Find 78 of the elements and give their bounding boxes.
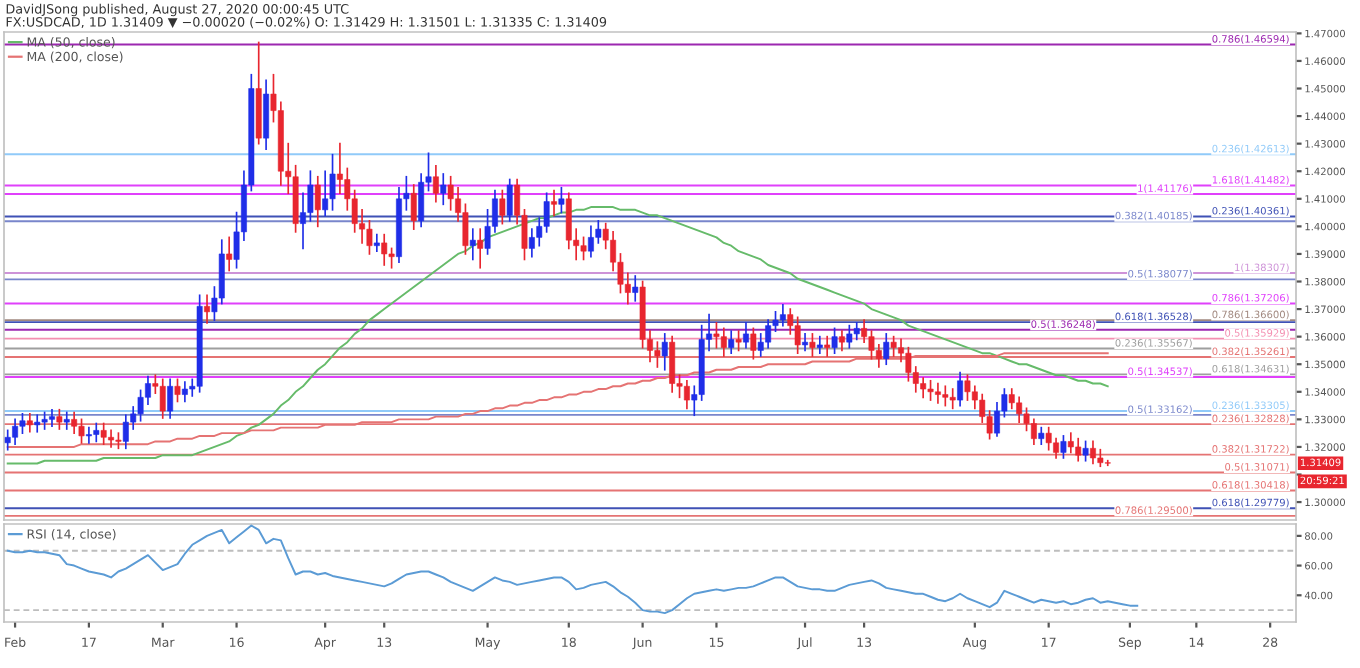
candlestick <box>71 411 78 434</box>
candlestick <box>469 228 476 261</box>
candlestick <box>322 170 329 217</box>
candlestick <box>683 379 690 410</box>
candlestick <box>720 327 727 357</box>
candlestick <box>174 378 181 403</box>
candlestick <box>108 429 114 448</box>
candlestick <box>861 319 868 344</box>
candlestick <box>1075 437 1082 462</box>
candlestick <box>957 371 964 407</box>
candlestick <box>846 324 853 349</box>
candlestick <box>1082 440 1089 462</box>
candlestick <box>381 233 388 266</box>
candlestick <box>181 381 188 403</box>
candlestick <box>661 333 668 371</box>
candlestick <box>477 228 484 269</box>
candlestick <box>669 335 676 393</box>
candlestick <box>1045 426 1052 451</box>
candlestick <box>167 378 174 419</box>
candlestick <box>26 413 33 433</box>
candlestick <box>373 233 380 253</box>
candlestick <box>558 186 565 214</box>
candlestick <box>226 236 233 272</box>
candlestick <box>551 189 557 217</box>
candlestick <box>779 304 786 327</box>
candlestick <box>809 333 816 357</box>
candlestick <box>1060 435 1067 459</box>
candlestick <box>122 414 129 450</box>
candlestick <box>831 327 838 355</box>
candlestick <box>883 333 890 366</box>
candlestick <box>875 344 882 368</box>
candlestick <box>49 408 55 428</box>
candlestick <box>816 335 823 355</box>
candlestick <box>743 322 749 349</box>
candlestick <box>890 335 897 357</box>
candlestick <box>93 422 100 443</box>
candlestick <box>964 374 971 401</box>
candlestick <box>942 385 949 407</box>
candlestick <box>314 175 321 228</box>
candlestick <box>78 418 85 444</box>
line-series <box>6 524 1139 615</box>
candlestick <box>802 333 808 352</box>
candlestick <box>765 319 772 349</box>
candlestick <box>934 382 941 404</box>
candlestick <box>85 426 92 444</box>
candlestick <box>994 401 1000 437</box>
candlestick <box>410 184 417 230</box>
candlestick <box>34 414 41 433</box>
candlestick <box>839 330 845 352</box>
candlestick <box>499 189 506 225</box>
candlestick <box>100 422 107 446</box>
candlestick <box>713 322 720 349</box>
candlestick <box>418 173 425 228</box>
candlestick <box>329 153 336 211</box>
candlestick <box>580 236 587 261</box>
candlestick <box>927 379 934 401</box>
candlestick <box>949 388 956 410</box>
candlestick <box>1090 440 1096 465</box>
candlestick <box>1030 418 1037 446</box>
candlestick <box>12 418 19 446</box>
candlestick <box>56 408 63 430</box>
candlestick <box>735 330 742 352</box>
candlestick <box>632 275 639 302</box>
candlestick <box>1016 396 1023 423</box>
candlestick <box>300 192 306 250</box>
candlestick <box>263 79 270 151</box>
candlestick <box>750 327 757 360</box>
candlestick <box>728 330 735 355</box>
candlestick <box>794 316 801 355</box>
candlestick <box>63 411 70 430</box>
candlestick <box>1067 432 1074 454</box>
candlestick <box>204 294 210 324</box>
candlestick <box>824 335 831 357</box>
candlestick <box>159 378 166 419</box>
candlestick <box>506 178 513 222</box>
candlestick <box>432 164 439 203</box>
candlestick <box>588 225 594 258</box>
candlestick <box>440 173 447 206</box>
